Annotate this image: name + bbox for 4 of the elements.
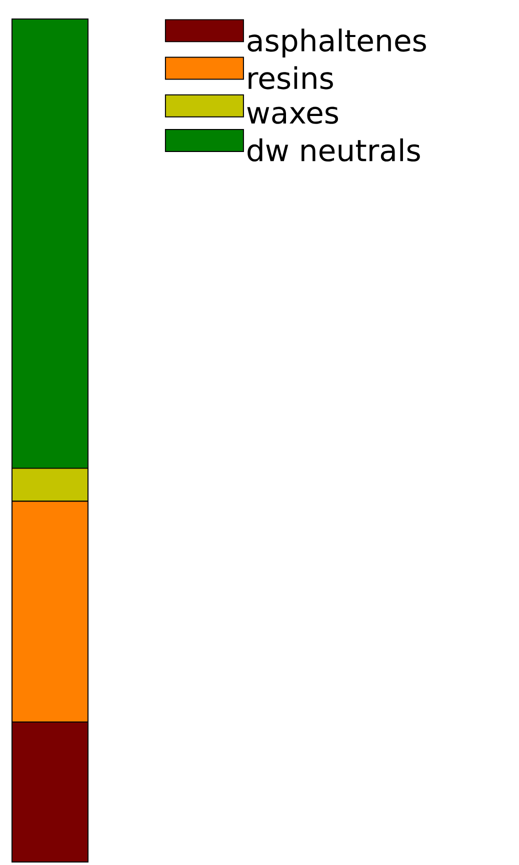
legend-label: dw neutrals bbox=[248, 138, 420, 162]
legend-label: asphaltenes bbox=[248, 28, 426, 58]
legend-label: resins bbox=[248, 66, 333, 90]
legend-label: waxes bbox=[247, 106, 338, 124]
